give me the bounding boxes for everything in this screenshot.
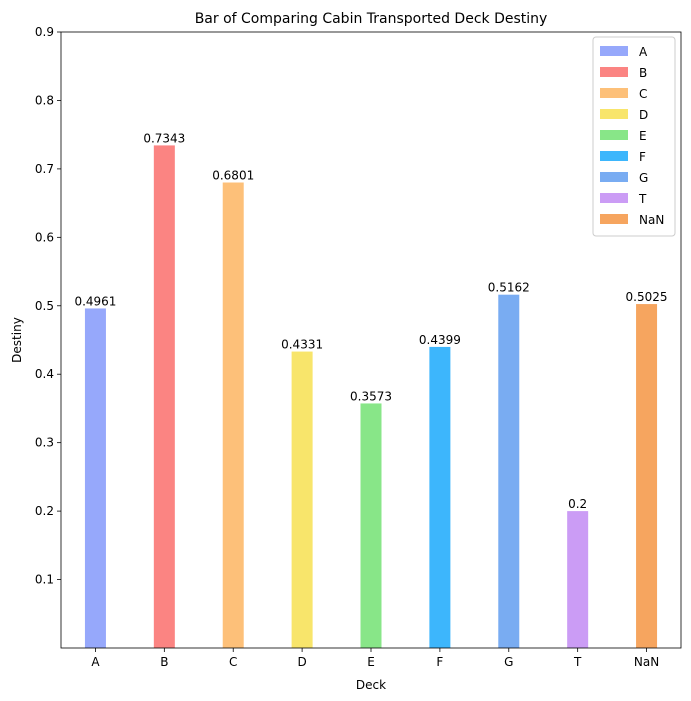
y-tick-label: 0.4 — [35, 367, 54, 381]
data-label-E: 0.3573 — [350, 389, 392, 403]
x-tick-label-T: T — [573, 655, 582, 669]
legend-swatch-E — [600, 130, 628, 140]
bar-F — [429, 346, 451, 648]
axes-frame — [60, 31, 682, 649]
bar-E — [360, 403, 382, 648]
x-tick-label-D: D — [297, 655, 306, 669]
legend-swatch-F — [600, 151, 628, 161]
y-tick-label: 0.1 — [35, 573, 54, 587]
x-tick-label-NaN: NaN — [634, 655, 659, 669]
data-label-F: 0.4399 — [419, 333, 461, 347]
legend-swatch-G — [600, 172, 628, 182]
y-tick-label: 0.8 — [35, 93, 54, 107]
y-tick-label: 0.2 — [35, 504, 54, 518]
legend-box — [592, 36, 676, 237]
y-tick-label: 0.6 — [35, 230, 54, 244]
legend-swatch-C — [600, 88, 628, 98]
legend-label-E: E — [639, 129, 647, 143]
data-label-A: 0.4961 — [74, 294, 116, 308]
data-label-NaN: 0.5025 — [626, 290, 668, 304]
bar-NaN — [636, 304, 658, 648]
x-tick-label-C: C — [229, 655, 237, 669]
x-tick-label-E: E — [367, 655, 375, 669]
x-axis-label: Deck — [356, 678, 386, 692]
y-tick-label: 0.3 — [35, 436, 54, 450]
legend-label-C: C — [639, 87, 647, 101]
legend-label-T: T — [638, 192, 647, 206]
legend-label-D: D — [639, 108, 648, 122]
legend-swatch-D — [600, 109, 628, 119]
bar-G — [498, 294, 520, 648]
bar-A — [84, 308, 106, 648]
y-axis-label: Destiny — [10, 317, 24, 363]
legend-label-B: B — [639, 66, 647, 80]
legend-label-F: F — [639, 150, 646, 164]
legend-swatch-NaN — [600, 214, 628, 224]
bar-B — [153, 145, 175, 648]
data-label-B: 0.7343 — [143, 131, 185, 145]
data-label-C: 0.6801 — [212, 169, 254, 183]
legend-label-A: A — [639, 45, 648, 59]
y-tick-label: 0.7 — [35, 162, 54, 176]
data-label-T: 0.2 — [568, 497, 587, 511]
x-tick-label-B: B — [160, 655, 168, 669]
bar-C — [222, 182, 244, 648]
legend-swatch-A — [600, 46, 628, 56]
y-tick-label: 0.9 — [35, 25, 54, 39]
plot-area: 0.4961 A 0.7343 B 0.6801 C 0.4331 D 0.3573 E 0.439… — [35, 25, 682, 669]
y-tick-label: 0.5 — [35, 299, 54, 313]
legend-label-NaN: NaN — [639, 213, 664, 227]
data-label-D: 0.4331 — [281, 338, 323, 352]
legend-swatch-B — [600, 67, 628, 77]
legend-swatch-T — [600, 193, 628, 203]
chart-title: Bar of Comparing Cabin Transported Deck … — [195, 11, 548, 27]
legend-label-G: G — [639, 171, 648, 185]
bar-T — [567, 511, 589, 648]
bar-D — [291, 351, 313, 648]
x-tick-label-A: A — [91, 655, 100, 669]
data-label-G: 0.5162 — [488, 281, 530, 295]
x-tick-label-F: F — [436, 655, 443, 669]
x-tick-label-G: G — [504, 655, 513, 669]
